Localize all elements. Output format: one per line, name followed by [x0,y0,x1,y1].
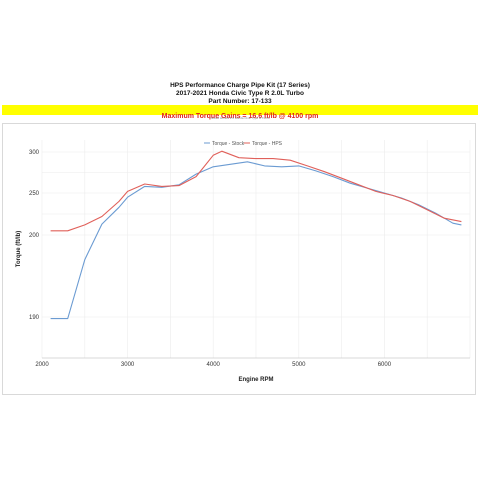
legend-entry: Torque - HPS [252,141,283,147]
grid [41,140,471,359]
x-tick-label: 2000 [35,362,49,368]
x-tick-label: 4000 [207,362,221,368]
series-lines [50,150,462,320]
tick-labels: 2000 3000 4000 5000 6000 300 250 200 190 [29,150,392,368]
test-note: Tested Honda 2.0 Honda Civic Type R Turb… [210,116,270,120]
y-axis-label: Torque (ft/lb) [16,231,22,268]
x-axis-label: Engine RPM [238,377,273,383]
y-tick-label: 200 [29,233,40,239]
title-block: HPS Performance Charge Pipe Kit (17 Seri… [0,82,480,106]
max-gain-banner: Maximum Torque Gains = 16.6 ft/lb @ 4100… [2,105,478,120]
x-tick-label: 5000 [292,362,306,368]
x-tick-label: 3000 [121,362,135,368]
y-tick-label: 300 [29,150,40,156]
series-line-hps [50,150,462,232]
title-line-2: 2017-2021 Honda Civic Type R 2.0L Turbo [176,90,304,97]
legend-entry: Torque - Stock [212,141,245,147]
max-gain-banner-text: Maximum Torque Gains = 16.6 ft/lb @ 4100… [161,113,319,120]
y-tick-label: 190 [29,315,40,321]
y-tick-label: 250 [29,191,40,197]
legend: Torque - Stock Torque - HPS [204,141,283,147]
title-line-1: HPS Performance Charge Pipe Kit (17 Seri… [170,82,310,89]
x-tick-label: 6000 [378,362,392,368]
title-line-3: Part Number: 17-133 [208,98,272,105]
chart-frame [2,123,476,395]
